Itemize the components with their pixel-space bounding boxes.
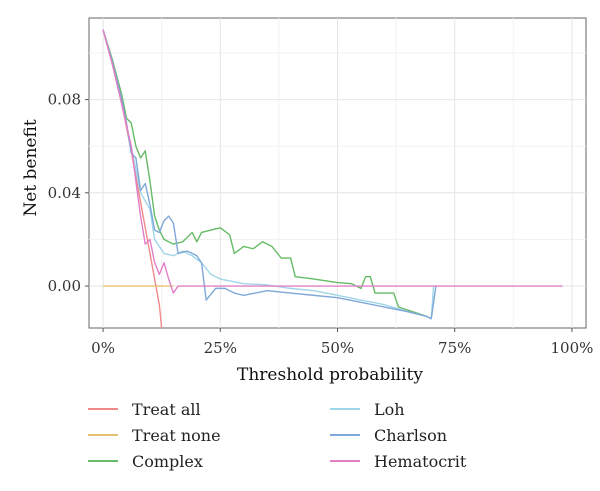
series-layer xyxy=(102,29,563,328)
legend-item-loh: Loh xyxy=(330,396,405,422)
x-axis-ticks: 0% 25% 50% 75% 100% xyxy=(91,328,593,357)
x-tick-label: 75% xyxy=(438,339,471,357)
legend-label-treat-none: Treat none xyxy=(132,425,221,445)
series-line-hematocrit xyxy=(102,29,563,294)
y-axis-ticks: 0.00 0.04 0.08 xyxy=(48,91,89,295)
legend-label-charlson: Charlson xyxy=(374,425,447,445)
legend-swatch-treat-none xyxy=(88,434,118,436)
series-line-complex xyxy=(102,29,432,320)
x-tick-label: 25% xyxy=(204,339,237,357)
series-line-charlson xyxy=(102,29,437,320)
legend-item-charlson: Charlson xyxy=(330,422,447,448)
x-tick-label: 50% xyxy=(321,339,354,357)
legend-item-treat-none: Treat none xyxy=(88,422,221,448)
y-tick-label: 0.04 xyxy=(48,184,81,202)
series-line-loh xyxy=(102,29,435,320)
legend-label-complex: Complex xyxy=(132,451,203,471)
legend-item-hematocrit: Hematocrit xyxy=(330,448,466,474)
legend-item-treat-all: Treat all xyxy=(88,396,201,422)
legend: Treat all Treat none Complex Loh Charlson Hem… xyxy=(88,396,508,476)
y-axis-title: Net benefit xyxy=(21,119,41,216)
legend-swatch-complex xyxy=(88,460,118,462)
legend-swatch-charlson xyxy=(330,434,360,436)
legend-label-loh: Loh xyxy=(374,399,405,419)
y-tick-label: 0.08 xyxy=(48,91,81,109)
legend-swatch-treat-all xyxy=(88,408,118,410)
x-tick-label: 0% xyxy=(91,339,115,357)
legend-swatch-hematocrit xyxy=(330,460,360,462)
net-benefit-chart: 0% 25% 50% 75% 100% 0.00 0.04 0.08 Threshold p… xyxy=(21,17,593,385)
x-tick-label: 100% xyxy=(550,339,593,357)
x-axis-title: Threshold probability xyxy=(237,365,423,385)
legend-swatch-loh xyxy=(330,408,360,410)
legend-item-complex: Complex xyxy=(88,448,203,474)
legend-label-treat-all: Treat all xyxy=(132,399,201,419)
y-tick-label: 0.00 xyxy=(48,277,81,295)
legend-label-hematocrit: Hematocrit xyxy=(374,451,467,471)
